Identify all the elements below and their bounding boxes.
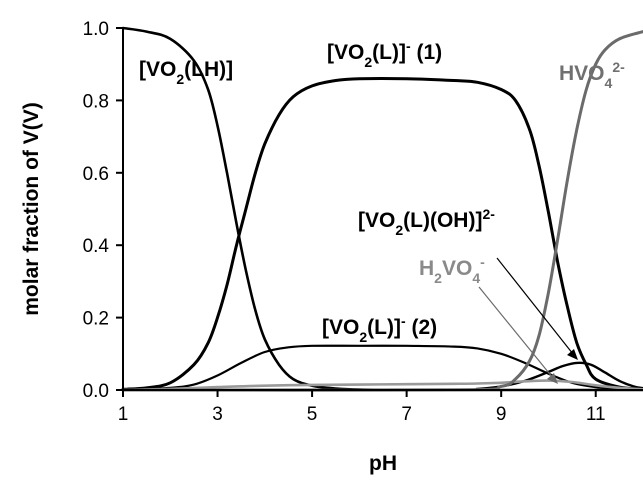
x-tick-label: 5 <box>307 404 318 425</box>
x-tick-label: 3 <box>212 404 223 425</box>
x-tick-label: 9 <box>496 404 507 425</box>
label-vo2-l-1: [VO2(L)]- (1) <box>327 38 442 70</box>
label-vo2-lh: [VO2(LH)] <box>139 58 233 87</box>
arrowhead-vo2-l-oh <box>567 349 578 360</box>
y-tick-label: 0.6 <box>83 164 109 185</box>
label-vo2-l-oh: [VO2(L)(OH)]2- <box>358 206 495 238</box>
label-h2vo4: H2VO4- <box>419 254 485 286</box>
x-axis-title: pH <box>369 452 397 475</box>
x-tick-label: 11 <box>586 404 606 425</box>
series-line-h2vo4 <box>121 379 643 392</box>
arrow-h2vo4 <box>478 286 554 379</box>
label-hvo4: HVO42- <box>559 59 625 91</box>
y-tick-label: 0.4 <box>83 236 110 257</box>
series-line-vo2-l-oh-2 <box>121 361 643 392</box>
y-axis-title: molar fraction of V(V) <box>20 102 43 316</box>
y-tick-label: 0.0 <box>83 381 109 402</box>
x-tick-label: 7 <box>401 404 412 425</box>
series-line-vo2-l-1 <box>121 76 643 391</box>
y-tick-label: 1.0 <box>83 19 109 40</box>
y-tick-label: 0.8 <box>83 91 109 112</box>
x-tick-label: 1 <box>118 404 129 425</box>
y-tick-label: 0.2 <box>83 309 109 330</box>
label-vo2-l-2: [VO2(L)]- (2) <box>322 313 437 345</box>
arrowhead-h2vo4 <box>547 373 558 384</box>
arrow-vo2-l-oh <box>496 257 574 355</box>
axes-layer: 0.0 0.2 0.4 0.6 0.8 1.0 1 3 5 7 9 11 pH molar fractio… <box>20 19 643 475</box>
